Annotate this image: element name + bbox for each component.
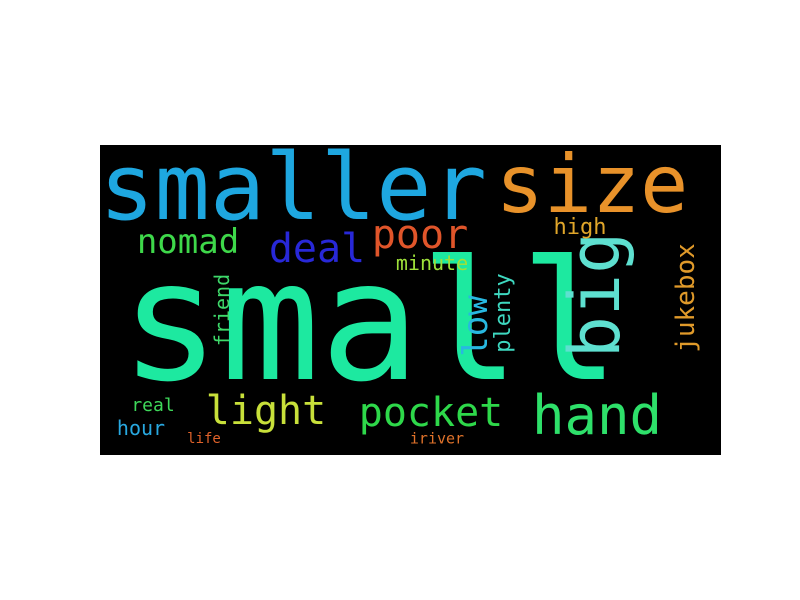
word-pocket: pocket [358,390,504,436]
word-big: big [554,231,636,359]
word-hand: hand [531,384,663,447]
word-high: high [553,215,607,240]
word-iriver: iriver [409,429,465,448]
word-low: low [456,295,496,357]
word-small: small [120,226,620,419]
word-hour: hour [116,416,166,440]
word-cloud: small smaller size big hand pocket light… [100,145,721,455]
word-plenty: plenty [491,273,516,353]
word-real: real [131,395,175,416]
word-life: life [187,431,221,447]
word-poor: poor [371,212,469,258]
word-light: light [205,388,327,434]
word-smaller: smaller [100,145,487,241]
word-minute: minute [395,251,469,275]
word-deal: deal [268,226,366,272]
word-jukebox: jukebox [671,243,701,353]
word-friend: friend [210,273,234,347]
word-size: size [495,145,689,231]
word-nomad: nomad [136,222,240,262]
